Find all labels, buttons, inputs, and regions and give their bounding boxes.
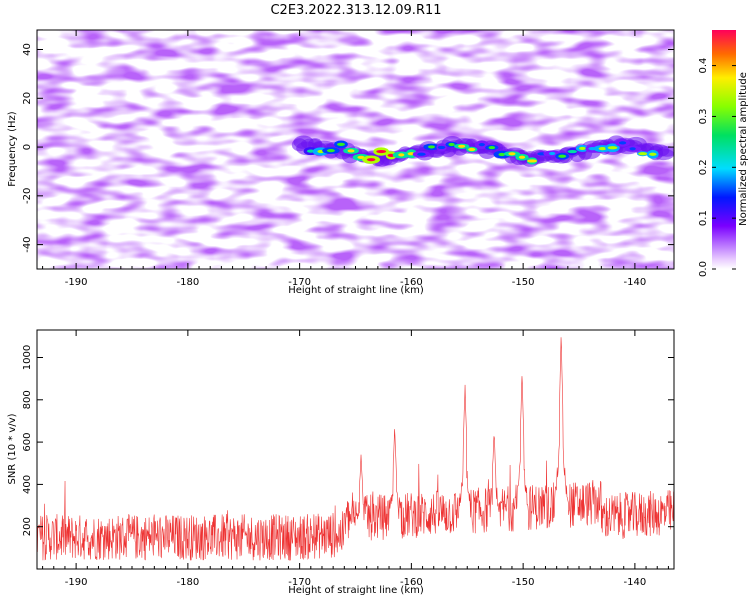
figure-title: C2E3.2022.313.12.09.R11 [270, 3, 441, 18]
colorbar-tick-label: 0.4 [698, 58, 709, 74]
heatmap-x-tick-label: -180 [177, 277, 200, 288]
heatmap-signal-cell [567, 149, 578, 154]
colorbar-tick-label: 0.0 [698, 261, 709, 277]
heatmap-x-tick-label: -160 [400, 277, 423, 288]
heatmap-signal-cell [336, 142, 346, 146]
heatmap-signal-band [291, 135, 674, 167]
heatmap-signal-cell [478, 143, 485, 147]
colorbar-tick-label: 0.2 [698, 159, 709, 175]
snr-x-tick-label: -170 [288, 577, 311, 588]
colorbar-gradient [712, 30, 736, 269]
heatmap-y-tick-label: 20 [22, 92, 33, 105]
snr-x-axis-label: Height of straight line (km) [288, 585, 424, 596]
heatmap-y-tick-label: -20 [22, 188, 33, 204]
snr-y-tick-label: 400 [22, 475, 33, 494]
snr-x-tick-label: -190 [65, 577, 88, 588]
heatmap-signal-cell [468, 147, 476, 152]
colorbar-tick-label: 0.1 [698, 210, 709, 226]
colorbar-ticks: 0.0 0.1 0.2 0.3 0.4 [698, 58, 736, 277]
heatmap-y-tick-label: -40 [22, 236, 33, 252]
heatmap-x-axis: -190 -180 -170 -160 -150 -140 [42, 30, 669, 288]
heatmap-signal-cell [458, 144, 466, 148]
heatmap-signal-cell [549, 151, 556, 156]
heatmap-signal-cell [376, 149, 387, 154]
snr-y-tick-label: 800 [22, 390, 33, 409]
snr-x-tick-label: -140 [624, 577, 647, 588]
snr-panel: -190 -180 -170 -160 -150 -140 200 400 600 800 100… [7, 329, 675, 596]
snr-series-line [37, 337, 674, 561]
heatmap-y-tick-label: 0 [22, 144, 33, 150]
heatmap-y-tick-label: 40 [22, 43, 33, 56]
heatmap-signal-cell [607, 146, 618, 150]
heatmap-signal-cell [498, 152, 506, 157]
heatmap-panel: -190 -180 -170 -160 -150 -140 -40 -20 0 20 40 Hei… [7, 29, 675, 296]
colorbar-label: Normalized spectral amplitude [738, 72, 749, 226]
heatmap-signal-cell [508, 152, 516, 156]
heatmap-signal-cell [649, 152, 657, 156]
snr-y-tick-label: 600 [22, 433, 33, 452]
heatmap-signal-cell [657, 146, 674, 157]
heatmap-signal-cell [638, 152, 648, 156]
snr-y-axis-label: SNR (10 * v/v) [7, 413, 18, 484]
heatmap-x-tick-label: -140 [624, 277, 647, 288]
heatmap-signal-cell [398, 153, 405, 157]
heatmap-signal-cell [629, 147, 636, 151]
heatmap-signal-cell [428, 145, 435, 149]
heatmap-x-tick-label: -190 [65, 277, 88, 288]
heatmap-signal-cell [619, 141, 627, 145]
snr-y-tick-label: 1000 [22, 345, 33, 370]
snr-x-tick-label: -180 [177, 577, 200, 588]
heatmap-x-tick-label: -170 [288, 277, 311, 288]
colorbar-tick-label: 0.3 [698, 108, 709, 124]
heatmap-x-axis-label: Height of straight line (km) [288, 285, 424, 296]
heatmap-signal-cell [366, 158, 376, 162]
snr-y-axis: 200 400 600 800 1000 [22, 345, 674, 536]
heatmap-x-tick-label: -150 [512, 277, 535, 288]
snr-x-tick-label: -150 [512, 577, 535, 588]
heatmap-signal-cell [558, 154, 567, 158]
snr-y-tick-label: 200 [22, 517, 33, 536]
heatmap-signal-cell [518, 155, 526, 159]
heatmap-y-axis: -40 -20 0 20 40 [22, 43, 674, 253]
heatmap-signal-cell [437, 145, 446, 150]
heatmap-signal-cell [488, 145, 496, 150]
heatmap-signal-cell [326, 148, 335, 153]
heatmap-signal-cell [579, 146, 586, 151]
colorbar: 0.0 0.1 0.2 0.3 0.4 Normalized spectral ampl… [698, 30, 749, 277]
snr-x-tick-label: -160 [400, 577, 423, 588]
heatmap-signal-cell [417, 152, 426, 156]
heatmap-signal-cell [347, 149, 355, 153]
heatmap-signal-cell [598, 147, 607, 151]
heatmap-signal-cell [527, 159, 537, 163]
heatmap-y-axis-label: Frequency (Hz) [7, 111, 18, 187]
heatmap-signal-cell [448, 142, 455, 147]
snr-x-axis: -190 -180 -170 -160 -150 -140 [42, 330, 669, 588]
